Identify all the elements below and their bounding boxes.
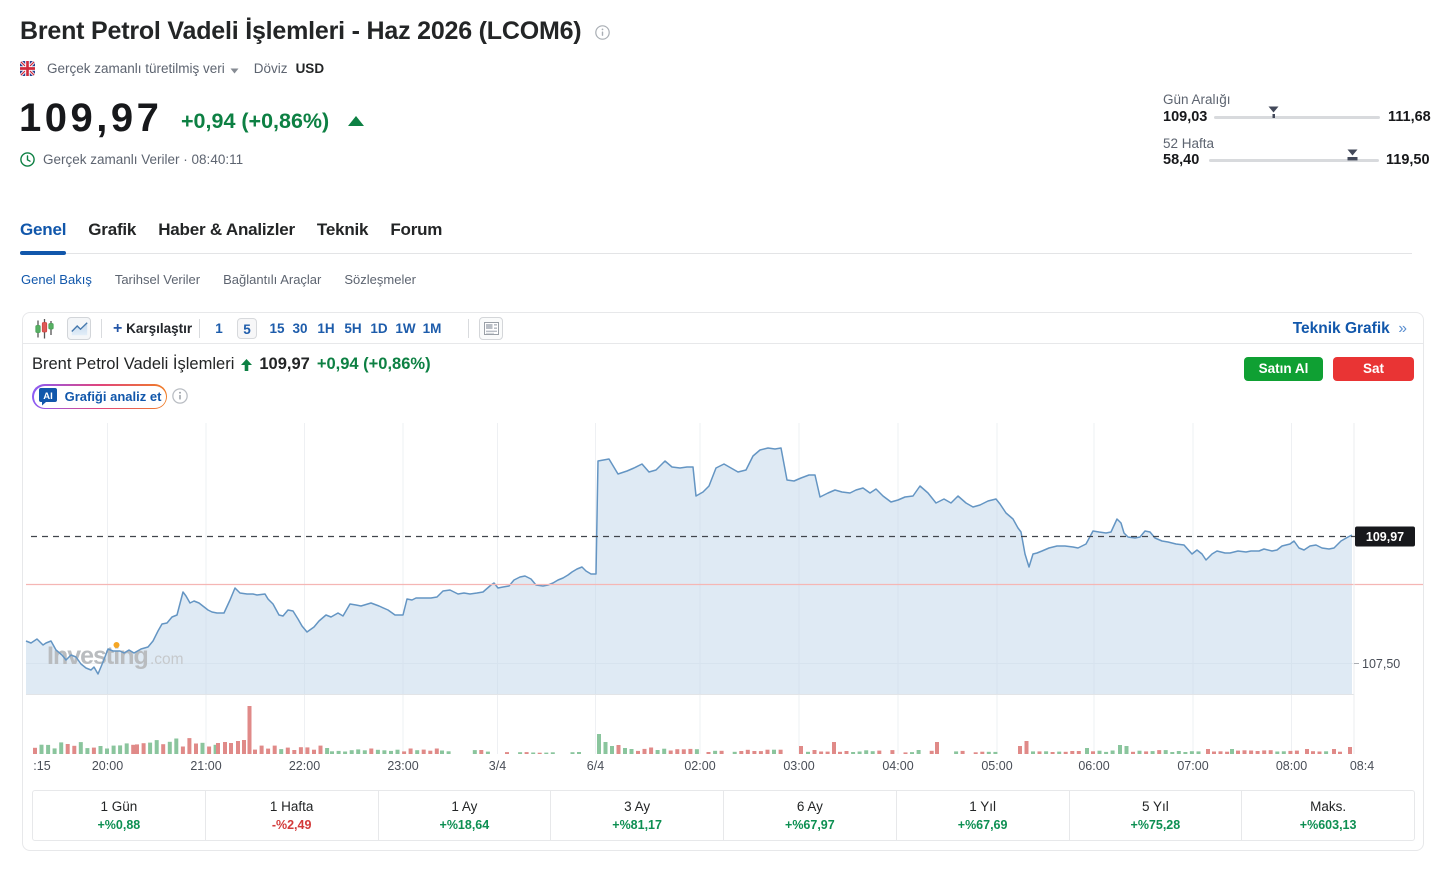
svg-text:AI: AI — [43, 391, 53, 402]
